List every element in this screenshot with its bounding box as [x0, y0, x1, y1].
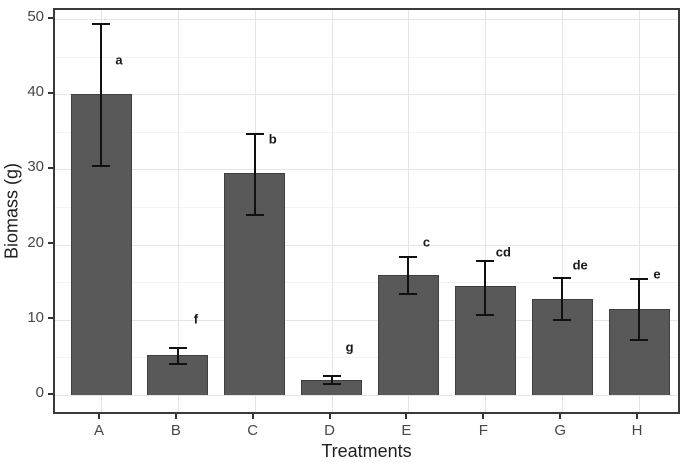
- error-bar-cap: [399, 256, 418, 259]
- x-axis-title: Treatments: [321, 441, 412, 461]
- y-tick-label: 10: [27, 308, 44, 326]
- gridline-major-y: [55, 319, 678, 321]
- error-bar-line: [176, 348, 179, 365]
- sig-letter-a: a: [115, 52, 123, 68]
- x-tick-mark: [174, 414, 177, 419]
- gridline-major-y: [55, 244, 678, 246]
- x-tick-label: B: [170, 422, 181, 439]
- error-bar-cap: [92, 22, 110, 25]
- error-bar-cap: [553, 277, 572, 280]
- y-tick-mark: [48, 317, 53, 320]
- y-tick-label: 0: [35, 384, 44, 401]
- error-bar-line: [638, 279, 641, 341]
- sig-letter-de: de: [572, 257, 588, 273]
- x-tick-mark: [636, 414, 639, 419]
- error-bar-cap: [245, 213, 264, 216]
- error-bar-cap: [476, 313, 495, 316]
- gridline-minor-y: [55, 56, 678, 58]
- x-tick-label: F: [478, 422, 488, 439]
- error-bar-cap: [630, 339, 649, 342]
- error-bar-cap: [322, 375, 341, 378]
- gridline-minor-y: [55, 131, 678, 133]
- sig-letter-g: g: [345, 339, 354, 355]
- gridline-minor-y: [55, 282, 678, 284]
- sig-letter-cd: cd: [495, 244, 511, 260]
- gridline-major-y: [55, 169, 678, 171]
- gridline-major-y: [55, 395, 678, 396]
- error-bar-cap: [245, 133, 264, 136]
- sig-letter-c: c: [422, 234, 431, 250]
- gridline-major-y: [55, 94, 678, 96]
- sig-letter-e: e: [653, 266, 661, 282]
- gridline-major-y: [55, 19, 678, 20]
- x-tick-label: D: [324, 422, 335, 439]
- error-bar-cap: [630, 278, 649, 281]
- x-tick-mark: [405, 414, 408, 419]
- y-tick-label: 50: [27, 8, 44, 25]
- sig-letter-f: f: [193, 311, 199, 327]
- x-tick-label: A: [93, 422, 104, 439]
- error-bar-line: [330, 376, 333, 385]
- y-axis-title: Biomass (g): [1, 162, 22, 260]
- plot-panel: a f b g c cd de e: [53, 8, 680, 414]
- gridline-major-x: [331, 10, 333, 412]
- gridline-major-x: [639, 10, 641, 412]
- y-tick-mark: [48, 392, 53, 395]
- x-tick-mark: [328, 414, 331, 419]
- x-tick-mark: [482, 414, 485, 419]
- x-tick-label: C: [247, 422, 259, 439]
- x-tick-mark: [98, 414, 100, 419]
- error-bar-cap: [399, 293, 418, 296]
- error-bar-cap: [168, 363, 187, 366]
- error-bar-line: [484, 261, 487, 315]
- y-tick-mark: [48, 242, 53, 245]
- x-tick-label: E: [401, 422, 412, 439]
- sig-letter-b: b: [268, 131, 277, 147]
- gridline-major-x: [485, 10, 487, 412]
- gridline-minor-y: [55, 207, 678, 208]
- error-bar-line: [561, 278, 564, 320]
- gridline-minor-y: [55, 357, 678, 359]
- x-tick-label: H: [631, 422, 643, 439]
- error-bar-cap: [92, 165, 110, 168]
- y-tick-label: 40: [27, 83, 44, 101]
- x-tick-mark: [559, 414, 562, 419]
- x-tick-mark: [251, 414, 254, 419]
- y-tick-label: 20: [27, 233, 44, 251]
- gridline-major-x: [562, 10, 564, 412]
- y-tick-mark: [48, 16, 53, 19]
- error-bar-line: [100, 23, 102, 167]
- x-tick-label: G: [554, 422, 566, 439]
- y-tick-mark: [48, 91, 53, 94]
- y-tick-label: 30: [27, 158, 44, 176]
- y-tick-mark: [48, 166, 53, 169]
- gridline-major-x: [408, 10, 410, 412]
- error-bar-cap: [168, 347, 187, 350]
- error-bar-cap: [322, 383, 341, 386]
- error-bar-cap: [553, 318, 572, 321]
- error-bar-line: [253, 134, 256, 215]
- error-bar-cap: [476, 260, 495, 263]
- error-bar-line: [407, 257, 410, 295]
- gridline-major-x: [177, 10, 179, 412]
